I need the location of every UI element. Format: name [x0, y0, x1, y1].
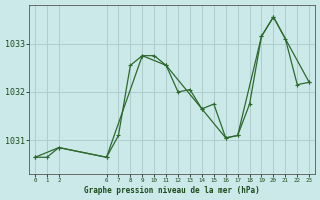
X-axis label: Graphe pression niveau de la mer (hPa): Graphe pression niveau de la mer (hPa) [84, 186, 260, 195]
